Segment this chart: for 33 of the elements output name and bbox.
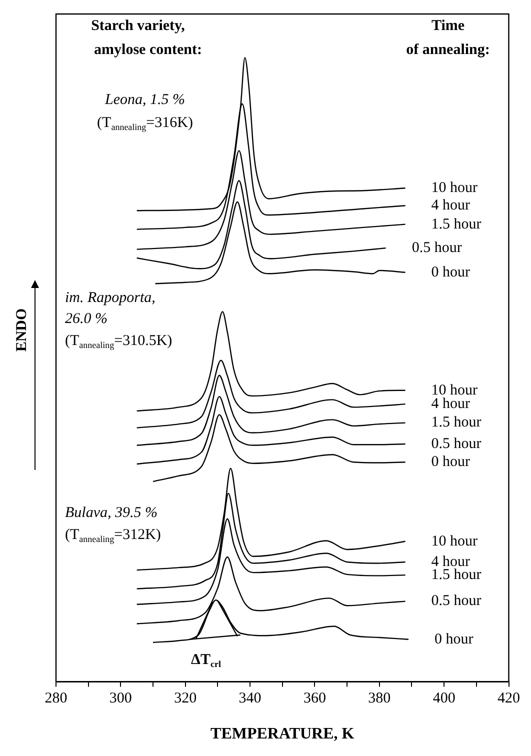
series-label: 0 hour [434, 631, 474, 648]
x-tick-label: 360 [303, 690, 326, 707]
annotation: amylose content: [94, 42, 202, 58]
text: Time [431, 18, 465, 34]
series-label: 10 hour [431, 382, 478, 398]
series-label: 0 hour [431, 454, 470, 470]
series-label: 0.5 hour [412, 240, 462, 256]
series-label: 0.5 hour [431, 593, 482, 610]
annotation: im. Rapoporta, [65, 290, 156, 306]
y-axis-title: ENDO [14, 308, 30, 352]
series-label: 1.5 hour [431, 567, 482, 584]
x-tick-label: 320 [174, 690, 197, 707]
series-label: 4 hour [431, 198, 470, 214]
annotation: of annealing: [406, 42, 490, 58]
annotation: 26.0 % [65, 310, 108, 327]
series-label: 0 hour [431, 264, 470, 280]
x-tick-label: 340 [238, 690, 262, 707]
x-axis-title: TEMPERATURE, K [210, 726, 355, 743]
x-tick-label: 420 [498, 690, 520, 707]
x-tick-label: 380 [368, 690, 391, 707]
series-label: 4 hour [431, 554, 470, 570]
series-label: 1.5 hour [431, 216, 482, 232]
x-tick-label: 400 [432, 690, 456, 707]
x-tick-label: 280 [44, 690, 68, 707]
annotation: Leona, 1.5 % [104, 92, 185, 108]
series-label: 10 hour [431, 533, 478, 550]
series-label: 1.5 hour [431, 414, 482, 431]
series-label: 0.5 hour [431, 436, 482, 452]
x-tick-label: 300 [109, 690, 132, 707]
series-label: 4 hour [431, 396, 470, 412]
annotation: Bulava, 39.5 % [65, 504, 158, 521]
text: Starch variety, [91, 18, 186, 34]
series-label: 10 hour [431, 180, 478, 196]
